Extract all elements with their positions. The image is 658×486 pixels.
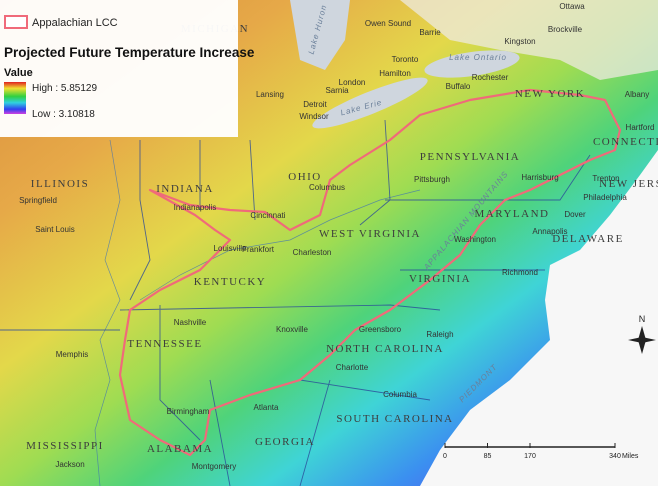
city-label: Jackson [55,460,84,469]
labels: MICHIGANILLINOISINDIANAOHIOPENNSYLVANIAN… [19,2,658,471]
river [139,189,421,301]
north-arrow-cross [628,337,656,343]
state-label: KENTUCKY [194,276,267,288]
city-label: Ottawa [559,2,585,11]
state-label: TENNESSEE [127,338,202,350]
city-label: Frankfort [242,245,275,254]
state-label: PENNSYLVANIA [420,151,521,163]
scale-unit: Miles [622,453,639,460]
city-label: Richmond [502,268,538,277]
river [94,139,121,486]
state-label: NEW JERSEY [599,178,658,190]
city-label: Nashville [174,318,207,327]
state-label: MISSISSIPPI [26,440,104,452]
city-label: Saint Louis [35,225,75,234]
city-label: Columbia [383,390,417,399]
city-label: Trenton [592,174,619,183]
basemap-canada [400,0,658,80]
city-label: Washington [454,235,496,244]
state-label: MARYLAND [475,208,550,220]
city-label: Springfield [19,196,57,205]
city-label: Raleigh [426,330,453,339]
city-label: Columbus [309,183,345,192]
city-label: Albany [625,90,649,99]
north-arrow: N [628,314,656,354]
state-label: ILLINOIS [31,178,89,190]
city-label: Detroit [303,100,327,109]
scale-bar: 0 85 170 340 Miles [443,443,639,460]
city-label: Pittsburgh [414,175,450,184]
city-label: Philadelphia [583,193,627,202]
lake [290,0,350,70]
city-label: Memphis [56,350,88,359]
legend-high: High : 5.85129 [32,83,97,94]
scale-label: 0 [443,453,447,460]
city-label: Kingston [504,37,535,46]
feature-label: Lake Ontario [449,53,507,62]
lake [312,77,428,129]
legend-box [0,0,238,137]
legend-value-label: Value [4,67,33,79]
city-label: Hamilton [379,69,411,78]
city-label: Buffalo [446,82,471,91]
state-label: OHIO [288,171,322,183]
north-label: N [639,314,646,324]
state-label: SOUTH CAROLINA [336,413,453,425]
city-label: Charlotte [336,363,369,372]
city-label: Sarnia [325,86,349,95]
state-label: INDIANA [156,183,214,195]
legend-title: Projected Future Temperature Increase [4,45,255,60]
state-label: CONNECTICUT [593,136,658,148]
lake [424,50,520,78]
city-label: Louisville [214,244,247,253]
city-label: Hartford [626,123,655,132]
city-label: Montgomery [192,462,236,471]
city-label: Greensboro [359,325,402,334]
city-label: Indianapolis [174,203,217,212]
lcc-boundary [118,88,622,457]
legend-entry: Appalachian LCC [32,17,118,29]
city-label: London [339,78,366,87]
city-label: Windsor [299,112,329,121]
city-label: Charleston [293,248,332,257]
city-label: Knoxville [276,325,309,334]
city-label: Lansing [256,90,284,99]
city-label: Harrisburg [521,173,558,182]
state-label: WEST VIRGINIA [319,228,421,240]
city-label: Birmingham [167,407,210,416]
scale-label: 340 [609,453,621,460]
city-label: Dover [564,210,586,219]
legend-low: Low : 3.10818 [32,109,95,120]
city-label: Cincinnati [250,211,285,220]
city-label: Atlanta [254,403,279,412]
state-label: NORTH CAROLINA [326,343,444,355]
city-label: Barrie [419,28,441,37]
scale-label: 85 [484,453,492,460]
state-label: GEORGIA [255,436,315,448]
city-label: Owen Sound [365,19,411,28]
ocean [420,150,658,486]
state-label: DELAWARE [552,233,624,245]
legend-swatch [4,15,28,29]
city-label: Annapolis [532,227,567,236]
state-label: NEW YORK [515,88,585,100]
city-label: Rochester [472,73,509,82]
state-label: ALABAMA [147,443,213,455]
state-label: VIRGINIA [409,273,471,285]
city-label: Brockville [548,25,583,34]
state-line [0,119,591,486]
color-ramp [4,82,26,114]
scale-label: 170 [524,453,536,460]
city-label: Toronto [392,55,419,64]
